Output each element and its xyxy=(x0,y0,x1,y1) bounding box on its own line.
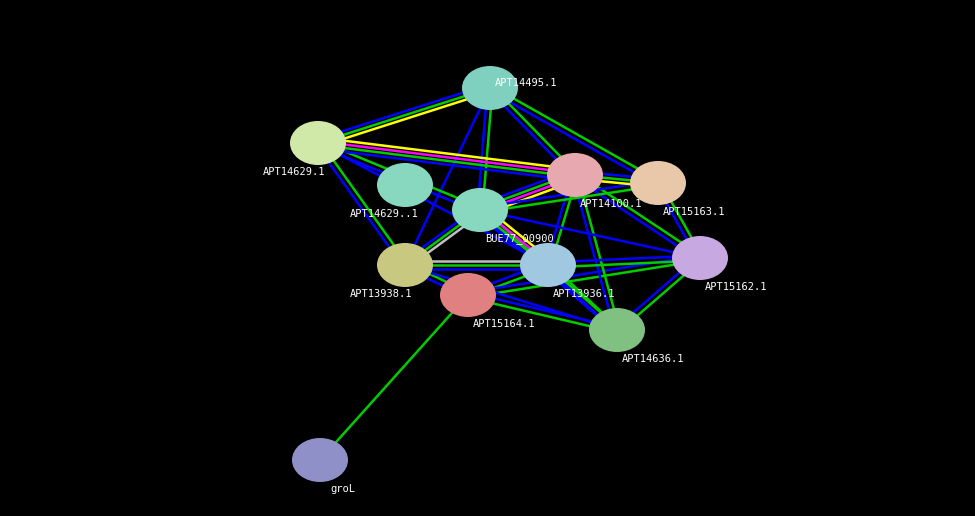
Text: APT13936.1: APT13936.1 xyxy=(553,289,615,299)
Text: APT15163.1: APT15163.1 xyxy=(663,207,725,217)
Ellipse shape xyxy=(377,163,433,207)
Text: APT14495.1: APT14495.1 xyxy=(495,78,558,88)
Ellipse shape xyxy=(547,153,603,197)
Text: APT14636.1: APT14636.1 xyxy=(622,354,684,364)
Text: BUE77_00900: BUE77_00900 xyxy=(485,233,554,244)
Ellipse shape xyxy=(672,236,728,280)
Ellipse shape xyxy=(462,66,518,110)
Ellipse shape xyxy=(377,243,433,287)
Ellipse shape xyxy=(520,243,576,287)
Ellipse shape xyxy=(452,188,508,232)
Ellipse shape xyxy=(630,161,686,205)
Text: groL: groL xyxy=(330,484,355,494)
Ellipse shape xyxy=(589,308,645,352)
Text: APT15162.1: APT15162.1 xyxy=(705,282,767,292)
Text: APT15164.1: APT15164.1 xyxy=(473,319,535,329)
Ellipse shape xyxy=(290,121,346,165)
Ellipse shape xyxy=(440,273,496,317)
Text: APT14100.1: APT14100.1 xyxy=(580,199,643,209)
Text: APT13938.1: APT13938.1 xyxy=(350,289,412,299)
Text: APT14629.1: APT14629.1 xyxy=(263,167,326,177)
Ellipse shape xyxy=(292,438,348,482)
Text: APT14629..1: APT14629..1 xyxy=(350,209,418,219)
